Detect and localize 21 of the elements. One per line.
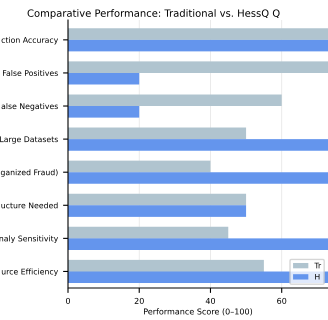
x-tick-label: 60 (277, 298, 286, 304)
chart-title: Comparative Performance: Traditional vs. HessQ Q (28, 9, 280, 19)
x-tick-label: 20 (134, 298, 144, 304)
bar (68, 260, 264, 272)
x-tick-label: 0 (66, 298, 70, 304)
bar (68, 106, 140, 118)
bar (68, 238, 328, 250)
x-axis-title: Performance Score (0–100) (144, 308, 252, 316)
bar (68, 128, 246, 140)
bar (68, 205, 246, 217)
bar (68, 194, 246, 206)
bar (68, 172, 328, 184)
bar (68, 61, 328, 73)
bar (68, 139, 328, 151)
bar (68, 28, 328, 40)
bar (68, 226, 228, 238)
x-tick-label: 40 (206, 298, 216, 304)
bar (68, 40, 328, 52)
bar (68, 72, 140, 85)
bar (68, 94, 282, 106)
bar (68, 160, 210, 172)
